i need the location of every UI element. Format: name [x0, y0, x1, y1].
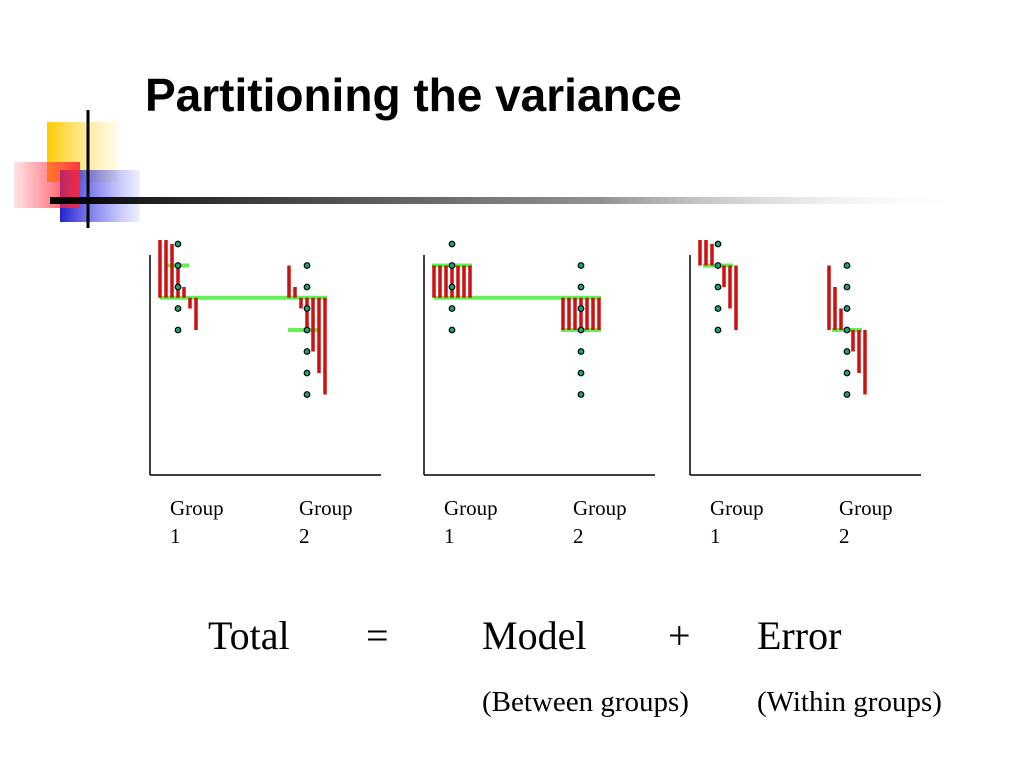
data-point [577, 369, 585, 377]
variance-diagrams [149, 240, 921, 476]
group-label: Group 2 [299, 494, 353, 550]
eq-total: Total [208, 613, 290, 658]
data-point [577, 283, 585, 291]
eq-model-sub: (Between groups) [482, 686, 689, 718]
slide-title: Partitioning the variance [145, 69, 682, 121]
group-label: Group 2 [839, 494, 893, 550]
group-label-number: 1 [170, 524, 181, 548]
group-label-number: 2 [839, 524, 850, 548]
data-point [303, 262, 311, 269]
data-point [843, 391, 851, 398]
data-point [174, 283, 182, 291]
group-label-word: Group [573, 496, 627, 520]
data-point [303, 369, 311, 377]
group-label-word: Group [839, 496, 893, 520]
data-point [843, 262, 851, 269]
data-point [843, 305, 851, 312]
decorative-squares [14, 110, 970, 228]
data-point [843, 326, 851, 334]
group-label-word: Group [170, 496, 224, 520]
data-point [577, 326, 585, 334]
data-point [714, 326, 722, 334]
data-point [303, 305, 311, 312]
data-point [843, 369, 851, 377]
group-label-word: Group [299, 496, 353, 520]
data-point [714, 305, 722, 312]
data-point [174, 240, 182, 248]
data-point [448, 283, 456, 291]
data-point [714, 240, 722, 248]
group-label-number: 2 [573, 524, 584, 548]
group-label: Group 1 [710, 494, 764, 550]
group-label-number: 2 [299, 524, 310, 548]
data-point [843, 348, 851, 355]
eq-model: Model [482, 613, 587, 658]
data-point [577, 305, 585, 312]
divider-line [50, 197, 970, 204]
data-point [843, 283, 851, 291]
data-point [577, 348, 585, 355]
eq-plus: + [668, 613, 691, 658]
data-point [448, 240, 456, 248]
data-point [714, 262, 722, 269]
eq-error-sub: (Within groups) [757, 686, 942, 718]
data-point [577, 262, 585, 269]
data-point [303, 326, 311, 334]
group-label: Group 1 [170, 494, 224, 550]
data-point [174, 326, 182, 334]
group-label-number: 1 [444, 524, 455, 548]
group-label-number: 1 [710, 524, 721, 548]
data-point [448, 305, 456, 312]
data-point [303, 391, 311, 398]
group-label-word: Group [710, 496, 764, 520]
data-point [448, 326, 456, 334]
data-point [303, 283, 311, 291]
eq-equals: = [366, 613, 389, 658]
data-point [174, 262, 182, 269]
group-label-word: Group [444, 496, 498, 520]
data-point [714, 283, 722, 291]
eq-error: Error [757, 613, 842, 658]
data-point [303, 348, 311, 355]
group-label: Group 2 [573, 494, 627, 550]
group-label: Group 1 [444, 494, 498, 550]
data-point [448, 262, 456, 269]
data-point [174, 305, 182, 312]
data-point [577, 391, 585, 398]
